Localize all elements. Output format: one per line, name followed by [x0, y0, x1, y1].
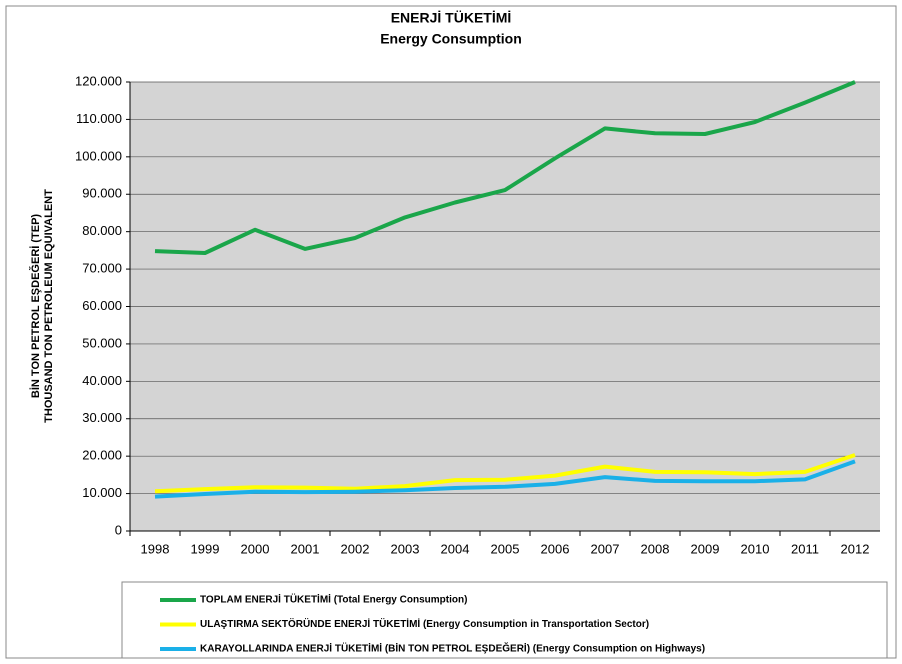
x-tick-label: 2004 — [441, 541, 470, 556]
x-tick-label: 1998 — [141, 541, 170, 556]
series-line — [154, 459, 856, 499]
chart-title: ENERJİ TÜKETİMİ — [391, 10, 512, 26]
legend-label: TOPLAM ENERJİ TÜKETİMİ (Total Energy Con… — [200, 593, 467, 606]
x-tick-label: 2000 — [241, 541, 270, 556]
series-line — [154, 80, 856, 255]
y-tick-label: 100.000 — [75, 148, 122, 163]
y-tick-label: 20.000 — [82, 448, 122, 463]
y-tick-label: 30.000 — [82, 410, 122, 425]
x-tick-label: 2006 — [541, 541, 570, 556]
y-tick-label: 60.000 — [82, 298, 122, 313]
y-tick-label: 0 — [115, 522, 122, 537]
y-tick-label: 110.000 — [76, 111, 122, 126]
y-tick-label: 70.000 — [82, 261, 122, 276]
legend-box — [121, 581, 888, 659]
x-tick-label: 2003 — [391, 541, 420, 556]
x-tick-label: 2007 — [591, 541, 620, 556]
y-tick-label: 80.000 — [82, 223, 122, 238]
y-tick-label: 10.000 — [82, 485, 122, 500]
x-tick-label: 2001 — [291, 541, 320, 556]
y-tick-label: 90.000 — [82, 186, 122, 201]
series-line — [154, 453, 856, 494]
y-axis-label: BİN TON PETROL EŞDEĞERİ (TEP) — [29, 214, 42, 399]
y-tick-label: 50.000 — [82, 335, 122, 350]
y-axis-label: THOUSAND TON PETROLEUM EQUIVALENT — [43, 189, 55, 423]
x-tick-label: 1999 — [191, 541, 220, 556]
x-tick-label: 2005 — [491, 541, 520, 556]
x-tick-label: 2011 — [791, 541, 819, 556]
y-tick-label: 40.000 — [82, 373, 122, 388]
x-tick-label: 2002 — [341, 541, 370, 556]
x-tick-label: 2012 — [841, 541, 870, 556]
y-tick-label: 120.000 — [75, 73, 122, 88]
legend-label: ULAŞTIRMA SEKTÖRÜNDE ENERJİ TÜKETİMİ (En… — [200, 617, 649, 630]
x-tick-label: 2010 — [741, 541, 770, 556]
x-tick-label: 2009 — [691, 541, 720, 556]
chart-subtitle: Energy Consumption — [380, 31, 522, 47]
x-tick-label: 2008 — [641, 541, 670, 556]
legend-label: KARAYOLLARINDA ENERJİ TÜKETİMİ (BİN TON … — [200, 642, 705, 655]
